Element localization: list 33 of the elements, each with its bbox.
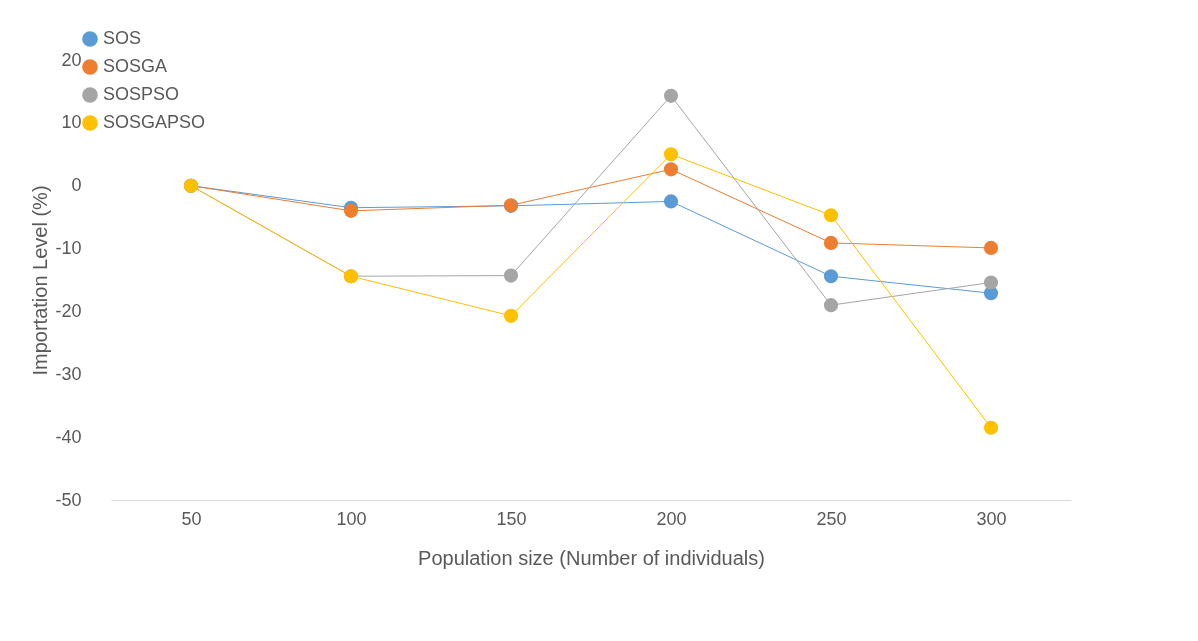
y-tick-label: 10 bbox=[61, 112, 82, 133]
point bbox=[503, 268, 519, 283]
y-tick-label: -40 bbox=[55, 426, 82, 447]
y-tick-label: -30 bbox=[55, 363, 82, 384]
point bbox=[823, 208, 839, 223]
point bbox=[663, 194, 679, 209]
point bbox=[503, 308, 519, 323]
legend-label: SOSGA bbox=[103, 56, 168, 76]
point bbox=[823, 235, 839, 250]
x-tick-label: 300 bbox=[976, 508, 1007, 529]
point bbox=[663, 147, 679, 162]
y-tick-label: -50 bbox=[55, 489, 82, 510]
point bbox=[823, 298, 839, 313]
x-tick-label: 50 bbox=[181, 508, 202, 529]
y-tick-label: 20 bbox=[61, 49, 82, 70]
y-tick-label: -10 bbox=[55, 238, 82, 259]
point bbox=[663, 162, 679, 177]
point bbox=[983, 420, 999, 435]
point bbox=[823, 269, 839, 284]
x-tick-label: 150 bbox=[496, 508, 527, 529]
x-tick-label: 200 bbox=[656, 508, 687, 529]
point bbox=[983, 275, 999, 290]
legend-label: SOSPSO bbox=[103, 84, 180, 104]
point bbox=[663, 88, 679, 103]
y-tick-label: 0 bbox=[71, 175, 82, 196]
point bbox=[983, 240, 999, 255]
legend-label: SOS bbox=[103, 28, 142, 48]
y-axis-title: Importation Level (%) bbox=[29, 185, 52, 376]
y-tick-label: -20 bbox=[55, 300, 82, 321]
x-tick-label: 100 bbox=[336, 508, 367, 529]
x-tick-label: 250 bbox=[816, 508, 847, 529]
x-axis-title: Population size (Number of individuals) bbox=[418, 546, 765, 569]
legend-label: SOSGAPSO bbox=[103, 112, 206, 132]
